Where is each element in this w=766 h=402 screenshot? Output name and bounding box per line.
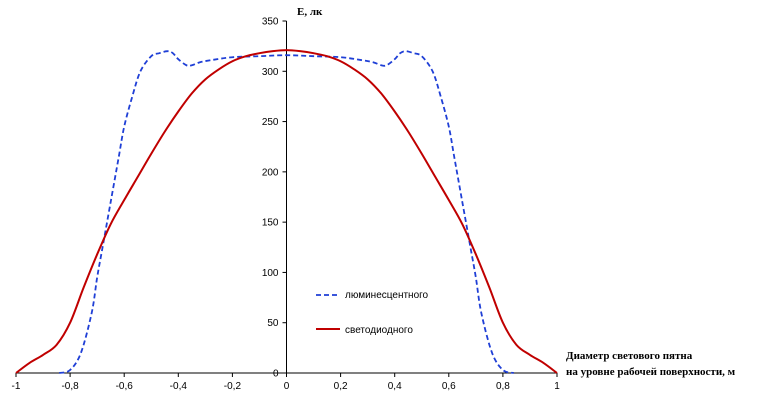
y-tick-label: 100: [262, 268, 279, 279]
x-tick-label: 0,6: [442, 381, 456, 392]
x-tick-label: 0,8: [496, 381, 510, 392]
x-tick-label: -0,4: [170, 381, 188, 392]
y-tick-label: 150: [262, 218, 279, 229]
y-tick-label: 0: [273, 369, 279, 380]
x-tick-label: 0: [284, 381, 290, 392]
legend-label-led: светодиодного: [345, 325, 413, 336]
y-tick-label: 250: [262, 117, 279, 128]
x-axis-title-line2: на уровне рабочей поверхности, м: [566, 366, 736, 378]
legend-label-fluorescent: люминесцентного: [345, 290, 429, 301]
x-tick-label: -0,6: [116, 381, 134, 392]
x-tick-label: -1: [12, 381, 21, 392]
y-tick-label: 350: [262, 17, 279, 28]
legend: люминесцентного светодиодного: [316, 290, 429, 336]
y-axis-title: E, лк: [297, 6, 323, 18]
x-tick-label: 0,2: [334, 381, 348, 392]
y-tick-label: 50: [267, 318, 279, 329]
axes: -1 -0,8 -0,6 -0,4 -0,2 0 0,2 0,4 0,6 0,8 1 0 50 100 15…: [12, 17, 561, 393]
x-tick-label: 0,4: [388, 381, 402, 392]
x-tick-label: 1: [554, 381, 560, 392]
series-line-fluorescent: [59, 50, 514, 374]
series-line-led: [15, 49, 558, 374]
x-tick-label: -0,2: [224, 381, 242, 392]
y-tick-label: 200: [262, 167, 279, 178]
x-axis-title-line1: Диаметр светового пятна: [566, 350, 693, 362]
x-tick-label: -0,8: [61, 381, 79, 392]
series-layer: [15, 49, 558, 374]
y-tick-label: 300: [262, 67, 279, 78]
